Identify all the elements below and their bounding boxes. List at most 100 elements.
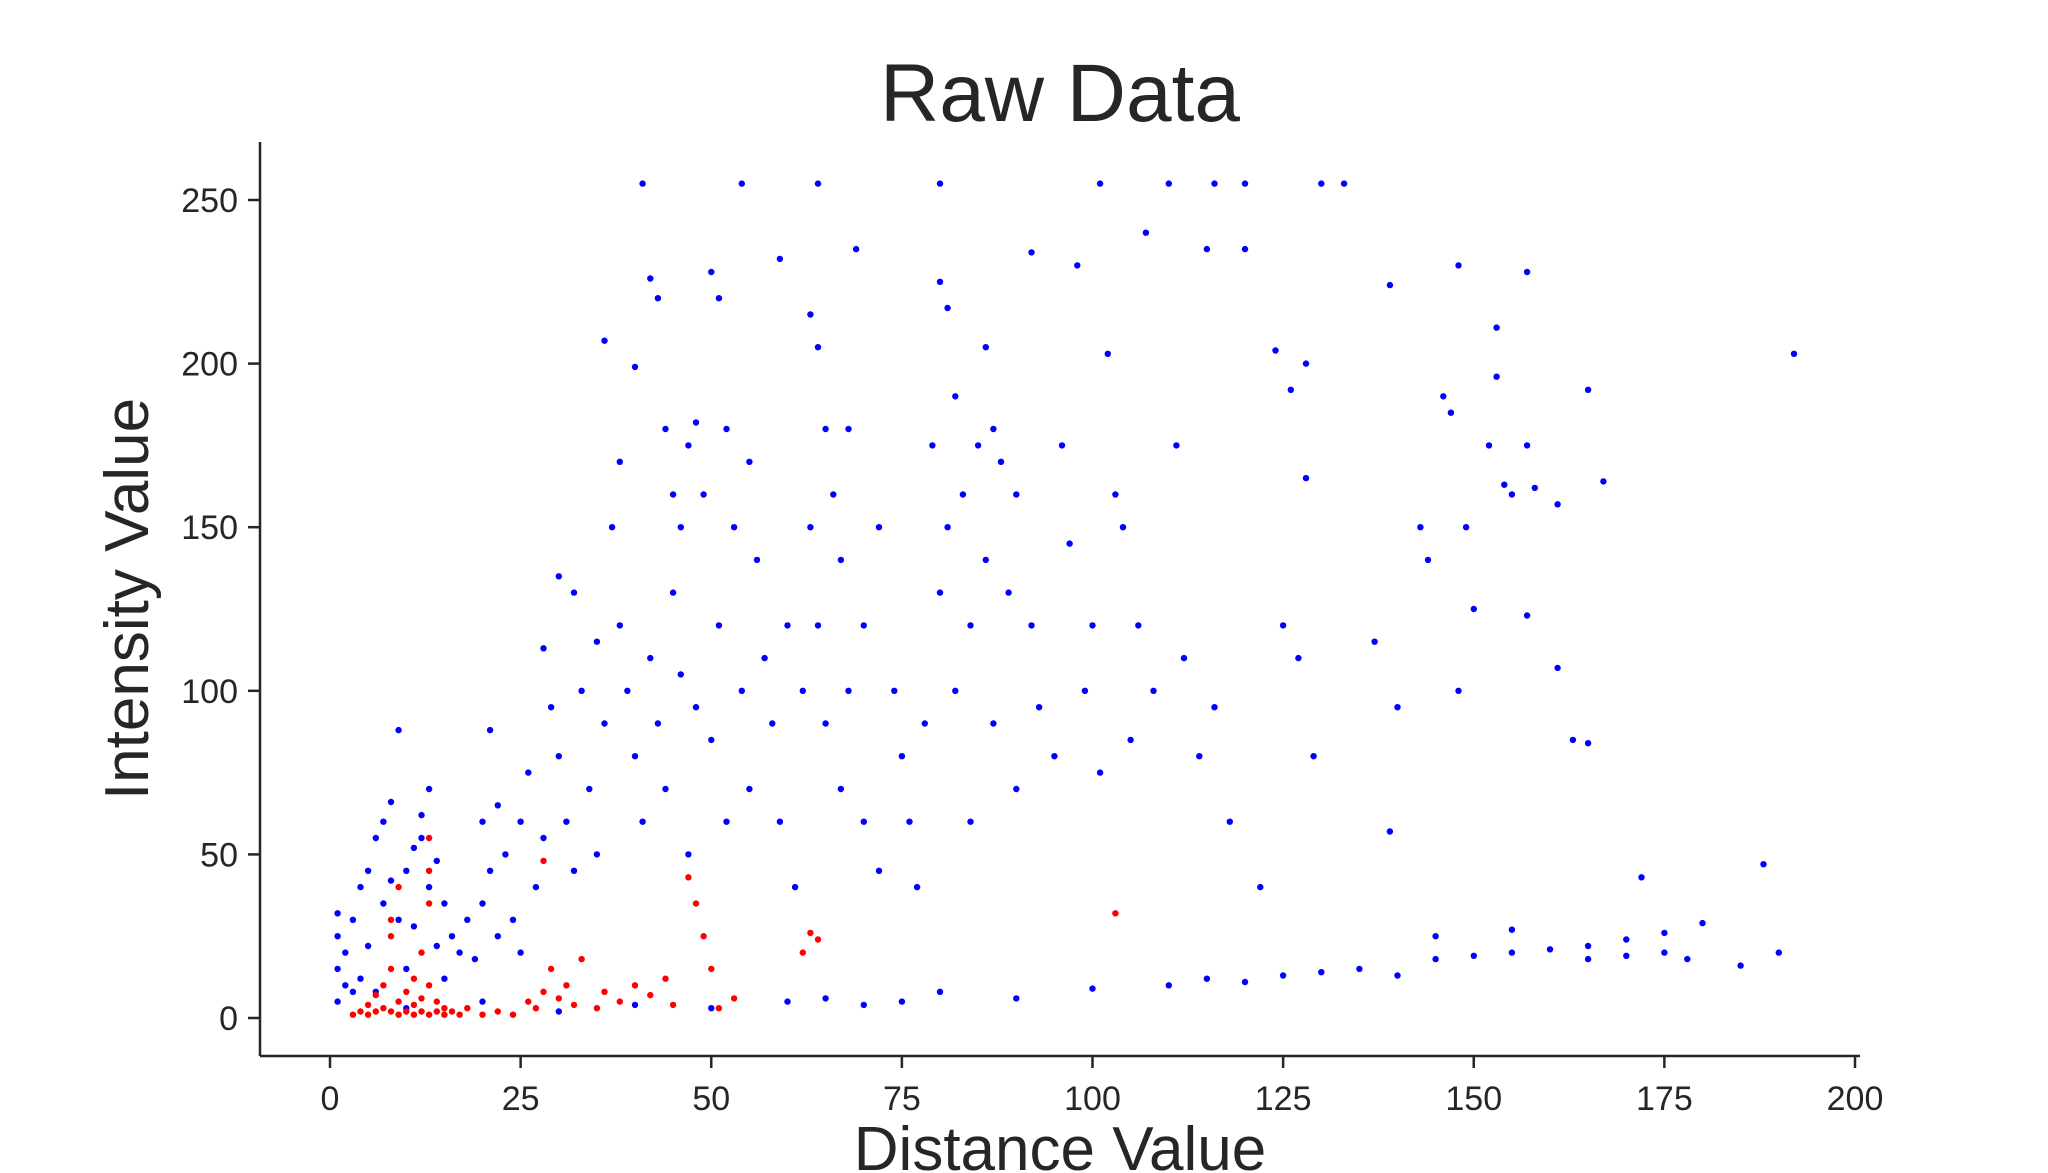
data-point-blue (372, 834, 379, 842)
data-point-blue (1051, 753, 1058, 760)
data-point-blue (807, 311, 814, 318)
data-point-red (509, 1011, 517, 1018)
data-point-blue (1112, 491, 1119, 498)
data-point-red (601, 988, 608, 995)
data-point-blue (425, 785, 433, 793)
data-point-blue (1554, 664, 1561, 672)
data-point-red (380, 1005, 387, 1012)
x-tick-label: 25 (502, 1080, 540, 1118)
data-point-blue (875, 867, 883, 874)
data-point-blue (761, 654, 768, 662)
data-point-blue (1028, 249, 1035, 256)
data-point-blue (1203, 245, 1211, 253)
data-point-blue (1356, 965, 1363, 973)
data-point-blue (387, 798, 395, 806)
data-point-blue (715, 295, 723, 302)
data-point-red (372, 991, 379, 999)
data-point-blue (1447, 409, 1455, 416)
data-point-blue (654, 720, 662, 727)
data-point-blue (1241, 180, 1249, 187)
data-point-blue (586, 785, 593, 793)
data-point-blue (1279, 622, 1287, 629)
data-point-red (433, 1008, 440, 1015)
data-point-blue (936, 180, 944, 187)
data-point-blue (860, 818, 867, 825)
data-point-red (494, 1008, 501, 1015)
data-point-blue (1074, 262, 1081, 269)
x-tick-label: 125 (1255, 1080, 1312, 1118)
data-point-blue (1211, 704, 1218, 711)
data-point-blue (1279, 972, 1287, 979)
data-point-blue (1089, 622, 1096, 629)
data-point-red (532, 1005, 540, 1012)
data-point-blue (936, 988, 944, 995)
data-point-red (593, 1005, 601, 1012)
data-point-blue (1173, 442, 1180, 449)
data-point-blue (1310, 753, 1317, 760)
data-point-red (479, 1011, 486, 1018)
data-point-red (425, 834, 433, 842)
data-point-red (547, 965, 555, 973)
data-point-red (380, 982, 387, 989)
data-point-blue (669, 589, 677, 596)
data-point-blue (479, 998, 486, 1005)
data-point-blue (1081, 687, 1089, 694)
data-point-blue (1127, 736, 1134, 744)
data-point-blue (601, 337, 608, 344)
data-point-blue (555, 753, 562, 760)
data-point-blue (1035, 704, 1043, 711)
x-axis-ticks: 0 25 50 75 100 125 150 175 200 (321, 1056, 1883, 1118)
data-point-blue (791, 883, 799, 891)
x-tick-label: 75 (883, 1080, 921, 1118)
data-point-blue (403, 965, 410, 973)
data-point-blue (1508, 949, 1516, 956)
data-point-blue (357, 883, 364, 891)
data-point-blue (1531, 484, 1539, 492)
data-point-red (425, 982, 433, 989)
data-point-blue (967, 622, 974, 629)
data-point-blue (364, 942, 372, 950)
x-tick-label: 100 (1064, 1080, 1121, 1118)
data-point-blue (1584, 386, 1592, 393)
data-point-blue (1760, 861, 1767, 868)
data-point-red (425, 900, 433, 907)
data-point-blue (1623, 952, 1630, 959)
data-point-blue (837, 556, 845, 564)
data-point-blue (494, 933, 501, 940)
data-point-blue (1089, 985, 1096, 992)
data-point-blue (1440, 393, 1447, 400)
data-point-blue (822, 425, 829, 433)
data-point-blue (990, 425, 997, 433)
data-point-blue (456, 949, 463, 956)
data-point-blue (1257, 883, 1264, 891)
data-point-blue (1501, 481, 1508, 488)
data-point-blue (1508, 926, 1516, 933)
data-point-blue (730, 524, 738, 531)
data-point-red (395, 883, 402, 891)
data-point-blue (624, 687, 631, 694)
data-point-red (403, 988, 410, 995)
data-point-red (418, 1008, 425, 1015)
data-point-blue (708, 736, 715, 744)
data-point-blue (334, 965, 341, 973)
data-point-blue (692, 704, 700, 711)
y-tick-label: 0 (219, 1000, 238, 1038)
data-point-blue (669, 491, 677, 498)
data-point-red (631, 982, 639, 989)
data-point-blue (410, 923, 418, 930)
data-point-blue (967, 818, 974, 825)
data-point-red (456, 1011, 463, 1018)
data-point-blue (1119, 524, 1127, 531)
data-point-blue (1165, 180, 1173, 187)
data-point-blue (776, 255, 784, 263)
data-point-blue (929, 442, 936, 449)
data-point-red (418, 949, 425, 956)
data-point-blue (1013, 995, 1020, 1002)
data-point-blue (334, 933, 341, 940)
data-point-red (418, 995, 425, 1002)
x-tick-label: 0 (321, 1080, 340, 1118)
data-point-blue (494, 802, 501, 809)
data-point-blue (784, 622, 791, 629)
